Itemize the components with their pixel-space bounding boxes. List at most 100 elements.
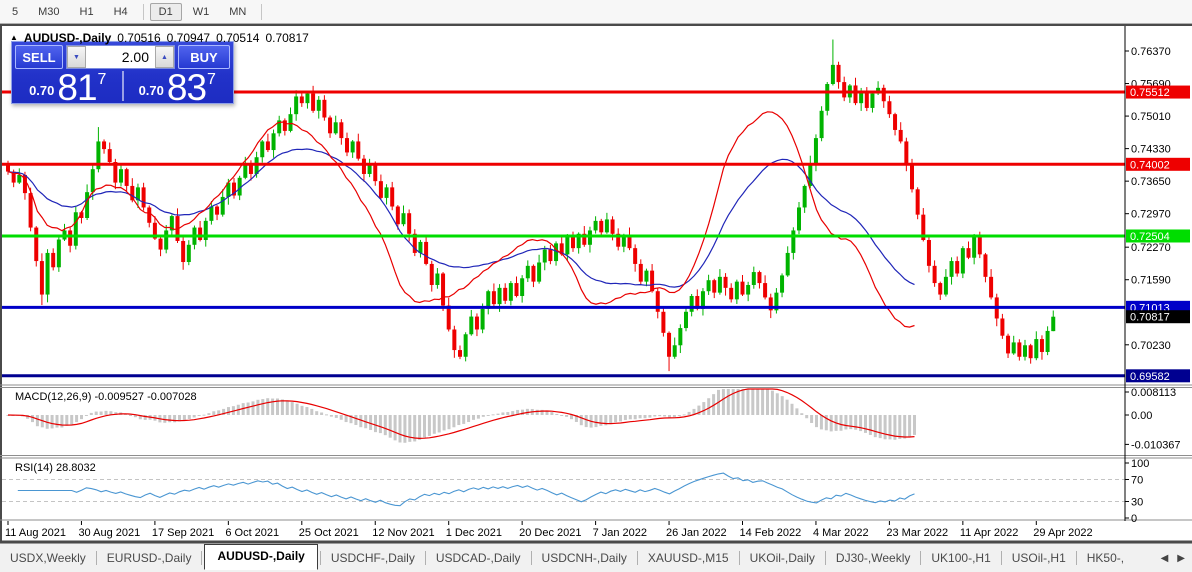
candle-body — [774, 292, 779, 311]
window-border-bottom — [0, 540, 1192, 543]
candle-body — [955, 261, 960, 274]
tab-ukoil-daily[interactable]: UKOil-,Daily — [749, 550, 815, 565]
macd-histogram-bar — [452, 415, 456, 428]
volume-increase-button[interactable]: ▲ — [155, 46, 174, 68]
macd-histogram-bar — [844, 415, 848, 430]
candle-body — [469, 316, 474, 335]
date-label: 25 Oct 2021 — [299, 527, 359, 539]
window-border-left — [0, 24, 2, 543]
macd-histogram-bar — [854, 415, 858, 430]
price-axis-label: 0.76370 — [1131, 46, 1171, 58]
price-axis-label: 0.73650 — [1131, 176, 1171, 188]
volume-input[interactable] — [86, 46, 155, 68]
timeframe-button-5[interactable]: 5 — [3, 3, 27, 21]
candle-body — [480, 308, 485, 330]
macd-histogram-bar — [491, 414, 495, 416]
tab-usoil-h1[interactable]: USOil-,H1 — [1011, 550, 1066, 565]
candle-body — [684, 311, 688, 329]
tab-hk50[interactable]: HK50-, — [1086, 550, 1125, 565]
candle-body — [972, 237, 977, 258]
macd-histogram-bar — [785, 399, 789, 415]
macd-histogram-bar — [344, 415, 348, 423]
macd-histogram-bar — [766, 389, 769, 415]
macd-histogram-bar — [246, 402, 250, 415]
chart-canvas[interactable]: 0.763700.756900.750100.743300.736500.729… — [0, 24, 1192, 543]
macd-histogram-bar — [80, 415, 83, 420]
candle-body — [763, 283, 768, 298]
tabs-scroll-left-icon[interactable]: ◀ — [1160, 552, 1169, 564]
candle-body — [650, 270, 655, 292]
candle-body — [51, 252, 56, 268]
buy-price-display[interactable]: 0.70 83 7 — [125, 69, 231, 106]
volume-decrease-button[interactable]: ▼ — [67, 46, 86, 68]
macd-histogram-bar — [521, 409, 524, 415]
timeframe-button-d1[interactable]: D1 — [149, 2, 182, 21]
price-badge — [1126, 157, 1190, 171]
macd-histogram-bar — [325, 414, 328, 416]
candle-body — [729, 287, 734, 300]
macd-histogram-bar — [168, 415, 172, 423]
macd-scale-label: -0.010367 — [1131, 439, 1181, 451]
macd-histogram-bar — [408, 415, 412, 442]
date-label: 17 Sep 2021 — [152, 527, 214, 539]
macd-histogram-bar — [251, 401, 255, 415]
candle-body — [373, 163, 378, 182]
tab-audusd-daily[interactable]: AUDUSD-,Daily — [204, 544, 318, 570]
tab-usdchf-daily[interactable]: USDCHF-,Daily — [330, 550, 415, 565]
macd-histogram-bar — [594, 415, 598, 428]
macd-histogram-bar — [486, 415, 490, 416]
tab-usdcnh-daily[interactable]: USDCNH-,Daily — [541, 550, 627, 565]
candle-body — [842, 82, 847, 98]
macd-histogram-bar — [70, 415, 74, 425]
tab-uk100-h1[interactable]: UK100-,H1 — [931, 550, 991, 565]
candle-body — [859, 91, 864, 104]
candle-body — [119, 169, 123, 183]
trade-panel-toggle-icon[interactable]: ▲ — [10, 32, 18, 42]
macd-histogram-bar — [276, 398, 279, 415]
candle-body — [1039, 339, 1044, 352]
candle-body — [367, 163, 372, 174]
candle-body — [813, 138, 818, 164]
candle-body — [904, 141, 909, 164]
candle-body — [271, 133, 276, 151]
tab-eurusd-daily[interactable]: EURUSD-,Daily — [106, 550, 192, 565]
candle-body — [706, 280, 711, 292]
timeframe-button-h4[interactable]: H4 — [105, 3, 137, 21]
candle-body — [282, 120, 287, 131]
macd-histogram-bar — [908, 415, 912, 438]
sell-price-display[interactable]: 0.70 81 7 — [15, 69, 121, 106]
timeframe-button-h1[interactable]: H1 — [71, 3, 103, 21]
macd-histogram-bar — [540, 409, 544, 415]
timeframe-button-mn[interactable]: MN — [220, 3, 255, 21]
tab-dj30-weekly[interactable]: DJ30-,Weekly — [835, 550, 911, 565]
buy-button[interactable]: BUY — [178, 45, 230, 69]
candle-body — [1023, 345, 1027, 357]
candle-body — [661, 311, 666, 333]
tab-scroll-arrows: ◀ ▶ — [1161, 553, 1190, 564]
candle-body — [6, 165, 10, 172]
sell-button[interactable]: SELL — [15, 45, 63, 69]
candle-body — [277, 120, 282, 134]
timeframe-button-m30[interactable]: M30 — [29, 3, 68, 21]
candle-body — [966, 248, 971, 258]
tab-usdx-weekly[interactable]: USDX,Weekly — [10, 550, 86, 565]
macd-histogram-bar — [756, 389, 760, 415]
sell-price-sup: 7 — [97, 71, 107, 88]
candle-body — [401, 213, 406, 225]
timeframe-button-w1[interactable]: W1 — [184, 3, 219, 21]
candle-body — [746, 284, 751, 295]
macd-histogram-bar — [795, 408, 799, 415]
candle-body — [96, 141, 101, 170]
tab-separator — [95, 551, 97, 565]
macd-histogram-bar — [114, 412, 118, 415]
candle-body — [260, 141, 265, 158]
price-badge — [1126, 310, 1190, 324]
macd-histogram-bar — [320, 412, 324, 415]
tabs-scroll-right-icon[interactable]: ▶ — [1177, 552, 1185, 564]
price-axis-label: 0.72970 — [1131, 209, 1171, 221]
buy-price-sup: 7 — [207, 71, 216, 88]
tab-xauusd-m15[interactable]: XAUUSD-,M15 — [647, 550, 729, 565]
tab-usdcad-daily[interactable]: USDCAD-,Daily — [435, 550, 521, 565]
candle-body — [113, 162, 118, 183]
macd-histogram-bar — [599, 415, 603, 426]
